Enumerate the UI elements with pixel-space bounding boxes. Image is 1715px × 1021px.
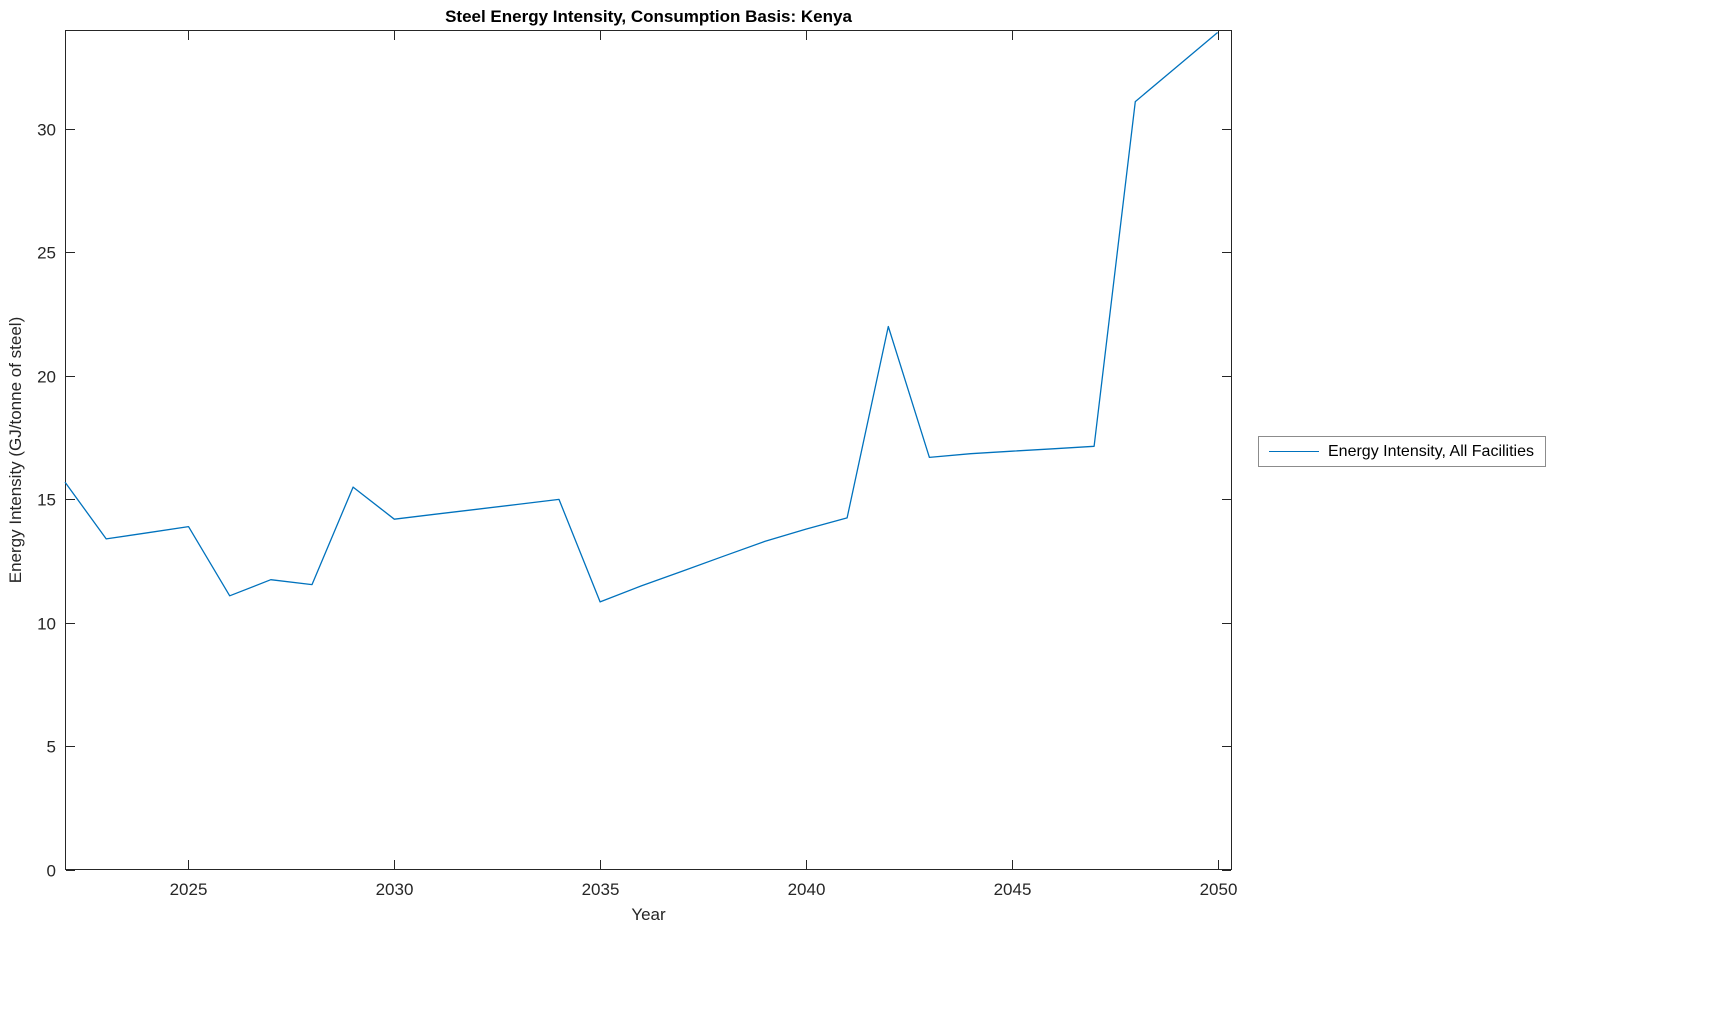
x-tick-label: 2040 [788, 880, 826, 899]
legend-line-sample-icon [1269, 451, 1319, 452]
data-line-energy-intensity [64, 32, 1219, 603]
y-tick-label: 5 [47, 738, 56, 757]
y-tick-label: 15 [37, 491, 56, 510]
y-tick-label: 10 [37, 615, 56, 634]
x-tick-label: 2050 [1200, 880, 1238, 899]
legend: Energy Intensity, All Facilities [1258, 436, 1547, 467]
axes-box [65, 30, 1232, 870]
y-axis-label: Energy Intensity (GJ/tonne of steel) [6, 316, 25, 584]
x-axis-label: Year [631, 905, 666, 924]
y-tick-label: 30 [37, 121, 56, 140]
y-tick-label: 25 [37, 244, 56, 263]
chart-title: Steel Energy Intensity, Consumption Basi… [445, 7, 852, 26]
x-tick-label: 2025 [170, 880, 208, 899]
y-tick-label: 0 [47, 862, 56, 881]
legend-entry-label: Energy Intensity, All Facilities [1328, 442, 1535, 460]
x-tick-label: 2035 [582, 880, 620, 899]
x-tick-label: 2045 [994, 880, 1032, 899]
y-tick-label: 20 [37, 368, 56, 387]
x-tick-label: 2030 [376, 880, 414, 899]
